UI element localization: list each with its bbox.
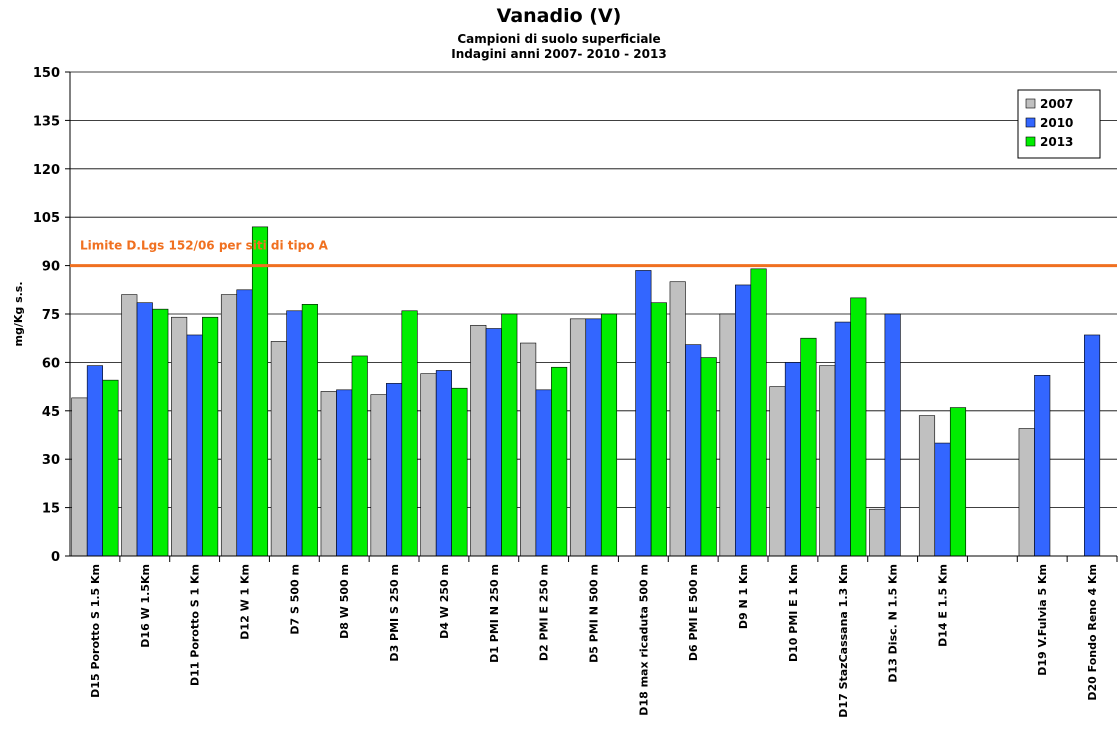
chart-title: Vanadio (V): [497, 5, 622, 27]
bar: [869, 508, 886, 557]
bar: [535, 389, 552, 557]
bar: [850, 297, 867, 557]
bar: [121, 294, 138, 557]
bar: [650, 302, 667, 557]
bar: [71, 397, 88, 557]
x-tick-label: D16 W 1.5Km: [139, 564, 152, 648]
x-tick-label: D10 PMI E 1 Km: [787, 564, 800, 662]
legend-swatch: [1025, 117, 1036, 128]
bar: [152, 308, 169, 557]
y-tick-label: 30: [42, 453, 60, 468]
bar: [236, 289, 253, 557]
bar: [420, 373, 437, 557]
bar: [600, 313, 618, 557]
bar: [750, 268, 767, 557]
legend-label: 2013: [1040, 135, 1073, 149]
bar: [435, 370, 452, 557]
bar: [918, 415, 936, 557]
x-tick-label: D20 Fondo Reno 4 Km: [1086, 564, 1099, 701]
y-tick-label: 75: [42, 308, 60, 323]
bar: [1018, 428, 1035, 557]
x-tick-label: D2 PMI E 250 m: [538, 564, 551, 661]
x-tick-label: D6 PMI E 500 m: [687, 564, 700, 661]
x-tick-label: D13 Disc. N 1.5 Km: [887, 564, 900, 683]
bar: [585, 318, 602, 557]
bar: [336, 389, 353, 557]
x-tick-label: D12 W 1 Km: [239, 564, 252, 640]
bar: [520, 342, 537, 557]
bar: [719, 313, 736, 557]
y-tick-label: 150: [33, 66, 60, 81]
bar: [784, 362, 801, 557]
bar: [769, 386, 786, 557]
x-tick-label: D9 N 1 Km: [737, 564, 750, 629]
x-tick-label: D17 StazCassana 1.3 Km: [837, 564, 850, 718]
y-tick-label: 135: [33, 114, 60, 129]
bar: [485, 328, 502, 557]
y-tick-label: 60: [42, 356, 60, 371]
x-tick-label: D3 PMI S 250 m: [388, 564, 401, 662]
bar: [102, 379, 119, 557]
y-tick-label: 15: [42, 502, 60, 517]
y-tick-label: 120: [33, 163, 60, 178]
bar: [501, 313, 518, 557]
bar: [351, 355, 368, 557]
bar: [884, 313, 901, 557]
bar: [286, 310, 303, 557]
bar: [1034, 375, 1051, 557]
legend-label: 2007: [1040, 97, 1073, 111]
bar: [819, 365, 836, 557]
bar: [301, 304, 318, 557]
x-tick-label: D4 W 250 m: [438, 564, 451, 639]
bar: [470, 324, 487, 557]
limit-label: Limite D.Lgs 152/06 per siti di tipo A: [80, 239, 329, 253]
legend-swatch: [1025, 136, 1036, 147]
chart-subtitle: Indagini anni 2007- 2010 - 2013: [451, 47, 666, 61]
bar: [220, 294, 238, 557]
x-tick-label: D11 Porotto S 1 Km: [189, 564, 202, 686]
legend-swatch: [1025, 98, 1036, 109]
bar: [800, 337, 817, 557]
y-tick-label: 45: [42, 405, 60, 420]
y-tick-label: 0: [51, 550, 60, 565]
bar: [86, 365, 103, 557]
bar: [1084, 334, 1101, 557]
y-tick-label: 105: [33, 211, 60, 226]
x-tick-label: D15 Porotto S 1.5 Km: [89, 564, 102, 698]
x-tick-label: D1 PMI N 250 m: [488, 564, 501, 663]
bar: [401, 310, 418, 557]
bar: [551, 366, 568, 557]
bar: [569, 318, 587, 557]
x-tick-label: D19 V.Fulvia 5 Km: [1036, 564, 1049, 676]
bar: [320, 391, 337, 557]
bar: [834, 321, 851, 557]
legend-label: 2010: [1040, 116, 1073, 130]
bar: [171, 316, 188, 557]
bar: [186, 334, 203, 557]
y-axis-label: mg/Kg s.s.: [12, 281, 25, 346]
x-tick-label: D8 W 500 m: [338, 564, 351, 639]
bar: [136, 302, 153, 557]
chart-subtitle: Campioni di suolo superficiale: [457, 32, 660, 46]
x-tick-label: D7 S 500 m: [288, 564, 301, 635]
bar: [669, 281, 686, 557]
bar: [202, 316, 219, 557]
bar: [685, 344, 702, 557]
x-tick-label: D5 PMI N 500 m: [588, 564, 601, 663]
bar: [735, 284, 752, 557]
bar: [700, 357, 717, 557]
y-tick-label: 90: [42, 260, 60, 275]
bar: [386, 383, 403, 557]
x-tick-label: D18 max ricaduta 500 m: [637, 564, 650, 716]
bar: [451, 387, 468, 557]
bar: [251, 226, 269, 557]
x-tick-label: D14 E 1.5 Km: [937, 564, 950, 647]
bar: [370, 394, 387, 557]
bar: [270, 341, 287, 557]
bar: [934, 442, 951, 557]
bar: [635, 270, 652, 557]
bar: [949, 407, 967, 557]
